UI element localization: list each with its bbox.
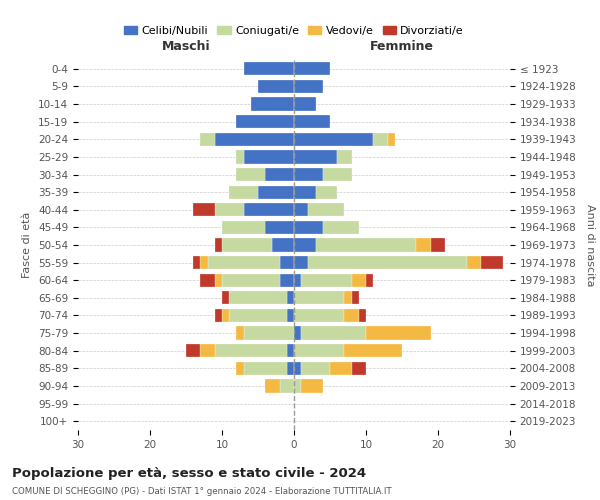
Bar bbox=[287, 291, 294, 304]
Bar bbox=[337, 150, 352, 164]
Bar bbox=[287, 344, 294, 358]
Bar bbox=[200, 274, 215, 287]
Bar bbox=[200, 344, 215, 358]
Bar bbox=[215, 203, 244, 216]
Bar bbox=[330, 362, 352, 375]
Bar bbox=[294, 344, 344, 358]
Bar bbox=[323, 168, 352, 181]
Bar bbox=[294, 256, 308, 269]
Bar bbox=[215, 238, 222, 252]
Bar bbox=[244, 326, 294, 340]
Bar bbox=[222, 291, 229, 304]
Bar bbox=[258, 80, 294, 93]
Bar bbox=[229, 291, 287, 304]
Bar bbox=[366, 274, 373, 287]
Bar bbox=[244, 203, 294, 216]
Y-axis label: Anni di nascita: Anni di nascita bbox=[585, 204, 595, 286]
Bar bbox=[352, 362, 366, 375]
Bar bbox=[287, 362, 294, 375]
Bar bbox=[294, 98, 316, 110]
Bar bbox=[316, 186, 337, 198]
Bar bbox=[416, 238, 431, 252]
Bar bbox=[215, 274, 222, 287]
Bar bbox=[344, 291, 352, 304]
Legend: Celibi/Nubili, Coniugati/e, Vedovi/e, Divorziati/e: Celibi/Nubili, Coniugati/e, Vedovi/e, Di… bbox=[119, 21, 469, 40]
Bar bbox=[193, 203, 215, 216]
Bar bbox=[294, 362, 301, 375]
Bar bbox=[229, 186, 258, 198]
Bar bbox=[222, 309, 229, 322]
Bar bbox=[308, 256, 467, 269]
Bar bbox=[373, 132, 388, 146]
Bar bbox=[287, 309, 294, 322]
Bar bbox=[294, 238, 316, 252]
Bar bbox=[301, 274, 352, 287]
Bar bbox=[215, 132, 294, 146]
Bar bbox=[359, 309, 366, 322]
Bar bbox=[294, 291, 344, 304]
Bar bbox=[344, 309, 359, 322]
Bar bbox=[251, 98, 294, 110]
Bar bbox=[352, 291, 359, 304]
Bar bbox=[280, 380, 294, 392]
Bar bbox=[200, 132, 215, 146]
Bar bbox=[236, 362, 244, 375]
Bar bbox=[301, 380, 323, 392]
Bar bbox=[294, 62, 330, 76]
Bar bbox=[186, 344, 200, 358]
Bar bbox=[222, 238, 272, 252]
Bar bbox=[244, 62, 294, 76]
Bar bbox=[244, 150, 294, 164]
Bar bbox=[294, 80, 323, 93]
Bar bbox=[244, 362, 287, 375]
Bar bbox=[222, 274, 280, 287]
Bar bbox=[352, 274, 366, 287]
Y-axis label: Fasce di età: Fasce di età bbox=[22, 212, 32, 278]
Bar bbox=[280, 256, 294, 269]
Text: COMUNE DI SCHEGGINO (PG) - Dati ISTAT 1° gennaio 2024 - Elaborazione TUTTITALIA.: COMUNE DI SCHEGGINO (PG) - Dati ISTAT 1°… bbox=[12, 488, 392, 496]
Bar bbox=[294, 115, 330, 128]
Bar bbox=[294, 221, 323, 234]
Bar bbox=[294, 380, 301, 392]
Bar bbox=[294, 309, 344, 322]
Bar bbox=[236, 168, 265, 181]
Bar bbox=[265, 221, 294, 234]
Bar bbox=[193, 256, 200, 269]
Bar bbox=[388, 132, 395, 146]
Text: Femmine: Femmine bbox=[370, 40, 434, 53]
Bar bbox=[323, 221, 359, 234]
Bar bbox=[236, 326, 244, 340]
Bar bbox=[301, 362, 330, 375]
Bar bbox=[280, 274, 294, 287]
Bar bbox=[258, 186, 294, 198]
Bar bbox=[467, 256, 481, 269]
Bar bbox=[431, 238, 445, 252]
Bar bbox=[236, 150, 244, 164]
Bar bbox=[294, 274, 301, 287]
Bar bbox=[229, 309, 287, 322]
Bar bbox=[236, 115, 294, 128]
Bar bbox=[272, 238, 294, 252]
Bar bbox=[265, 380, 280, 392]
Bar bbox=[294, 203, 308, 216]
Bar bbox=[294, 186, 316, 198]
Bar bbox=[200, 256, 208, 269]
Bar bbox=[294, 168, 323, 181]
Bar bbox=[294, 132, 373, 146]
Bar bbox=[344, 344, 402, 358]
Bar bbox=[481, 256, 503, 269]
Bar bbox=[215, 344, 287, 358]
Bar bbox=[265, 168, 294, 181]
Bar bbox=[208, 256, 280, 269]
Bar bbox=[294, 150, 337, 164]
Bar bbox=[222, 221, 265, 234]
Bar bbox=[301, 326, 366, 340]
Bar bbox=[316, 238, 416, 252]
Text: Popolazione per età, sesso e stato civile - 2024: Popolazione per età, sesso e stato civil… bbox=[12, 468, 366, 480]
Text: Maschi: Maschi bbox=[161, 40, 211, 53]
Bar bbox=[308, 203, 344, 216]
Bar bbox=[294, 326, 301, 340]
Bar bbox=[366, 326, 431, 340]
Bar bbox=[215, 309, 222, 322]
